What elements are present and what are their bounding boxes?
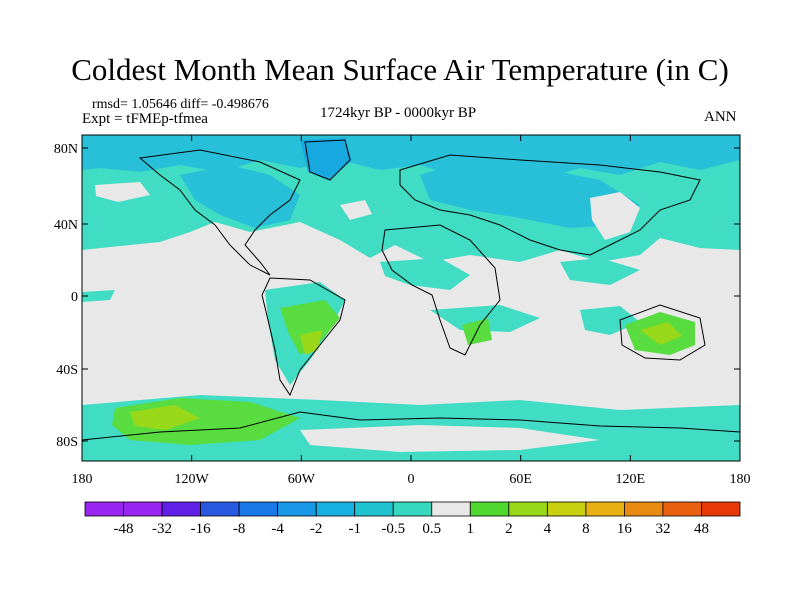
coastlines (82, 139, 740, 441)
lat-tick-label: 40S (56, 363, 78, 378)
lon-tick-label: 0 (408, 472, 415, 487)
colorbar-swatch (662, 501, 702, 517)
lat-tick-label: 0 (71, 290, 78, 305)
colorbar-swatch (585, 501, 625, 517)
cool-region-tropics-3 (560, 258, 640, 285)
lat-tick-label: 40N (54, 218, 78, 233)
warm-region-samerica (280, 300, 340, 355)
colorbar-swatch (315, 501, 356, 517)
lon-tick-label: 60W (288, 472, 316, 487)
colorbar: -48 -32 -16 -8 -4 -2 -1 -0.5 0.5 1 2 4 8 16 32 48 (84, 501, 741, 537)
figure-title: Coldest Month Mean Surface Air Temperatu… (71, 52, 729, 87)
colorbar-label: -1 (348, 521, 361, 537)
lat-tick-label: 80N (54, 142, 78, 157)
colorbar-swatch (701, 501, 741, 517)
cool-region-greenland (300, 138, 352, 180)
coast-australia (619, 304, 706, 361)
colorbar-label: -48 (114, 521, 134, 537)
lat-axis: 80N 40N 0 40S 80S (54, 142, 740, 450)
season-label: ANN (704, 109, 737, 125)
cool-region-arctic (82, 135, 740, 180)
lon-axis: 180 120W 60W 0 60E 120E 180 (72, 135, 751, 487)
warm-region-australia-2 (640, 322, 682, 345)
colorbar-swatch (238, 501, 279, 517)
period-label: 1724kyr BP - 0000kyr BP (320, 105, 477, 121)
colorbar-swatch (469, 501, 510, 517)
cool-region-namerica (180, 165, 300, 228)
cool-region-tropics-1 (82, 290, 115, 302)
experiment-label: Expt = tFMEp-tfmea (82, 111, 208, 127)
neutral-patch-south (300, 425, 600, 452)
cool-region-tropics-2 (380, 258, 470, 290)
coast-namerica (138, 149, 301, 276)
neutral-patch-2 (590, 192, 640, 240)
colorbar-label: 0.5 (422, 521, 441, 537)
neutral-patch-3 (340, 200, 372, 220)
colorbar-swatch (354, 501, 394, 517)
lon-tick-label: 120W (175, 472, 210, 487)
colorbar-swatch (624, 501, 664, 517)
colorbar-label: -32 (152, 521, 172, 537)
colorbar-label: 2 (505, 521, 513, 537)
colorbar-label: 8 (582, 521, 590, 537)
colorbar-swatch (84, 501, 124, 517)
lon-tick-label: 120E (616, 472, 646, 487)
colorbar-label: 16 (617, 521, 633, 537)
coast-greenland (304, 139, 351, 181)
colorbar-label: -16 (191, 521, 211, 537)
coast-samerica (261, 277, 346, 397)
cool-region-maritime (580, 306, 640, 335)
colorbar-label: 48 (694, 521, 709, 537)
lon-tick-label: 180 (730, 472, 751, 487)
map-panel: 80N 40N 0 40S 80S 180 120W 60W 0 60E 120E 180 (54, 134, 751, 487)
coast-eurasia (399, 154, 701, 256)
colorbar-label: 1 (467, 521, 475, 537)
colorbar-label: -8 (233, 521, 246, 537)
colorbar-label: -4 (271, 521, 284, 537)
colorbar-label: -2 (310, 521, 323, 537)
neutral-patch-1 (95, 182, 150, 202)
cool-region-eurasia (420, 160, 640, 228)
colorbar-swatch (277, 501, 317, 517)
colorbar-swatch (123, 501, 163, 517)
colorbar-swatch (546, 501, 587, 517)
colorbar-label: 4 (544, 521, 552, 537)
temperature-field (82, 135, 740, 461)
lon-tick-label: 180 (72, 472, 93, 487)
colorbar-swatch (431, 501, 471, 517)
lat-tick-label: 80S (56, 435, 78, 450)
warm-region-south-pacific-2 (130, 405, 200, 430)
colorbar-swatch (392, 501, 433, 517)
coast-antarctica (82, 411, 740, 441)
colorbar-label: 32 (655, 521, 670, 537)
lon-tick-label: 60E (509, 472, 532, 487)
stats-label: rmsd= 1.05646 diff= -0.498676 (92, 97, 269, 112)
colorbar-swatch (161, 501, 201, 517)
coast-africa (381, 224, 501, 356)
colorbar-swatch (508, 501, 548, 517)
colorbar-label: -0.5 (381, 521, 405, 537)
colorbar-swatch (200, 501, 240, 517)
